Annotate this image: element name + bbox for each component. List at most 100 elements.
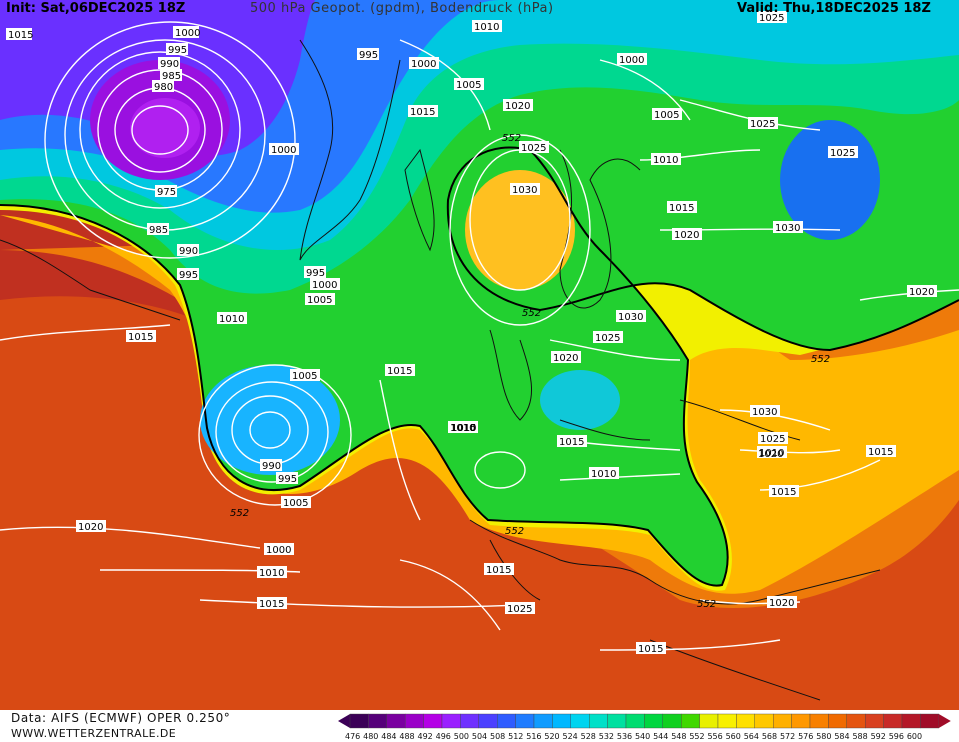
pressure-label: 995 (177, 268, 199, 281)
svg-text:1030: 1030 (752, 407, 777, 418)
pressure-label: 1015 (6, 28, 33, 41)
svg-text:985: 985 (149, 225, 168, 236)
colorbar-tick-label: 548 (671, 732, 686, 741)
colorbar-cell (773, 713, 792, 729)
colorbar-cell (404, 713, 424, 729)
pressure-label: 1020 (76, 520, 106, 533)
pressure-label: 1010 (217, 312, 247, 325)
map-header: Init: Sat,06DEC2025 18Z 500 hPa Geopot. … (0, 0, 959, 20)
pressure-label: 1000 (173, 26, 200, 39)
pressure-label: 1025 (748, 117, 778, 130)
colorbar-tick-label: 540 (635, 732, 650, 741)
pressure-label: 1025 (505, 602, 535, 615)
colorbar-tick-label: 504 (472, 732, 487, 741)
svg-text:1005: 1005 (654, 110, 679, 121)
pressure-label: 1000 (310, 278, 340, 291)
svg-text:1020: 1020 (769, 598, 794, 609)
svg-text:1000: 1000 (271, 145, 296, 156)
svg-text:1000: 1000 (619, 55, 644, 66)
pressure-label: 1020 (503, 99, 533, 112)
svg-text:980: 980 (154, 82, 173, 93)
svg-text:1010: 1010 (450, 423, 475, 434)
pressure-label: 1005 (454, 78, 484, 91)
africa-coast (649, 639, 821, 701)
colorbar-tick-label: 524 (562, 732, 577, 741)
colorbar-cell (791, 713, 811, 729)
svg-text:995: 995 (179, 270, 198, 281)
pressure-label: 985 (160, 69, 182, 82)
colorbar-cell (883, 713, 903, 729)
weather-map: 552 552 552 552 552 552 1015 1000 995 99… (0, 0, 959, 710)
svg-text:1010: 1010 (759, 448, 784, 459)
website-credit: WWW.WETTERZENTRALE.DE (11, 727, 177, 740)
svg-text:1015: 1015 (559, 437, 584, 448)
pressure-label: 1010 (451, 423, 476, 434)
colorbar-tick-label: 584 (834, 732, 849, 741)
colorbar-cell (625, 713, 645, 729)
svg-text:990: 990 (160, 59, 179, 70)
pressure-label: 995 (357, 48, 379, 61)
colorbar-cell (681, 713, 700, 729)
pressure-label: 980 (152, 80, 174, 93)
colorbar-cell (901, 713, 921, 729)
pressure-label: 1015 (866, 445, 896, 458)
colorbar-cell (552, 713, 571, 729)
svg-text:1020: 1020 (505, 101, 530, 112)
svg-text:1000: 1000 (266, 545, 291, 556)
pressure-label: 1010 (757, 446, 787, 459)
pressure-label: 985 (147, 223, 169, 236)
svg-text:1005: 1005 (456, 80, 481, 91)
pressure-label: 1015 (484, 563, 514, 576)
pressure-label: 1025 (519, 141, 549, 154)
colorbar-cell (717, 713, 737, 729)
geopotential-field-low-central (540, 370, 620, 430)
svg-text:1015: 1015 (259, 599, 284, 610)
pressure-label: 1015 (557, 435, 587, 448)
colorbar-tick-label: 500 (454, 732, 469, 741)
svg-text:1005: 1005 (307, 295, 332, 306)
colorbar-tick-label: 556 (707, 732, 722, 741)
svg-text:995: 995 (168, 45, 187, 56)
map-title: 500 hPa Geopot. (gpdm), Bodendruck (hPa) (250, 1, 554, 16)
pressure-label: 1020 (672, 228, 702, 241)
colorbar-arrow-left (338, 714, 350, 728)
svg-text:1020: 1020 (674, 230, 699, 241)
svg-text:1020: 1020 (553, 353, 578, 364)
pressure-label: 1015 (126, 330, 156, 343)
isoline-552 (0, 146, 959, 587)
pressure-labels: 1015 1000 995 990 985 980 975 985 990 99… (6, 11, 937, 655)
pressure-label: 1015 (769, 485, 799, 498)
pressure-label: 1015 (408, 105, 438, 118)
svg-text:1015: 1015 (410, 107, 435, 118)
isoline-label: 552 (697, 599, 716, 610)
north-america-coast (0, 239, 181, 321)
pressure-label: 1025 (757, 11, 787, 24)
colorbar-cell (699, 713, 719, 729)
pressure-label: 1015 (636, 642, 666, 655)
colorbar-tick-label: 564 (744, 732, 759, 741)
pressure-label: 1005 (305, 293, 335, 306)
british-isles-coast (489, 329, 533, 421)
pressure-label: 995 (166, 43, 188, 56)
pressure-label: 1005 (652, 108, 682, 121)
colorbar-tick-label: 592 (871, 732, 886, 741)
colorbar-tick-label: 476 (345, 732, 360, 741)
colorbar-tick-label: 600 (907, 732, 922, 741)
colorbar-cell (754, 713, 774, 729)
colorbar-cell (607, 713, 627, 729)
svg-text:1010: 1010 (451, 423, 476, 434)
colorbar-cell (368, 713, 387, 729)
svg-text:1000: 1000 (175, 28, 200, 39)
isobars (0, 21, 959, 651)
svg-text:1005: 1005 (283, 498, 308, 509)
colorbar-cell (809, 713, 829, 729)
svg-text:1000: 1000 (312, 280, 337, 291)
colorbar-tick-label: 588 (852, 732, 867, 741)
svg-text:995: 995 (359, 50, 378, 61)
map-footer: Data: AIFS (ECMWF) OPER 0.250° WWW.WETTE… (0, 710, 959, 741)
colorbar-labels: 476 480 484 488 492 496 500 504 508 512 516 520 524 5… (345, 732, 922, 741)
colorbar-cell (533, 713, 553, 729)
svg-text:1015: 1015 (486, 565, 511, 576)
svg-text:1010: 1010 (653, 155, 678, 166)
pressure-label: 1020 (551, 351, 581, 364)
